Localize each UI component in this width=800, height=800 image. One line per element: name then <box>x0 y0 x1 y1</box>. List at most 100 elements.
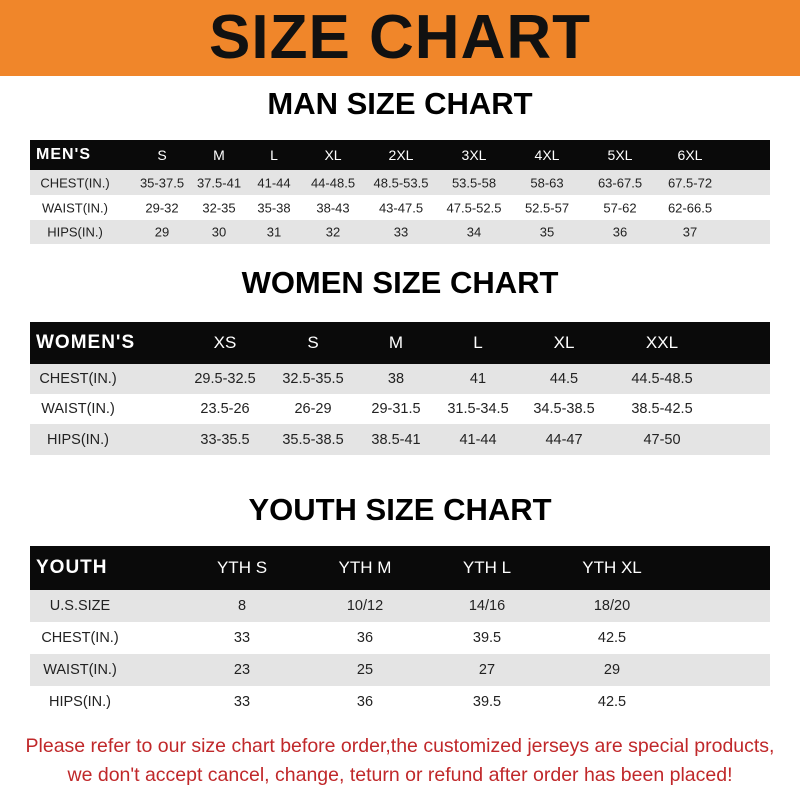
size-header-xs: XS <box>213 333 237 352</box>
table-cell: 44-47 <box>545 431 583 448</box>
size-header-6xl: 6XL <box>677 147 703 163</box>
notice-line-2: we don't accept cancel, change, teturn o… <box>67 764 733 786</box>
table-cell: 36 <box>612 224 628 240</box>
table-row: HIPS(IN.) 33-35.5 35.5-38.5 38.5-41 41-44 44-… <box>30 424 770 455</box>
table-header-label: YOUTH <box>36 557 108 578</box>
row-label: CHEST(IN.) <box>41 630 119 646</box>
table-row: U.S.SIZE 8 10/12 14/16 18/20 <box>30 590 770 622</box>
table-row: WAIST(IN.) 29-32 32-35 35-38 38-43 43-47.5 47.… <box>30 195 770 220</box>
table-row: CHEST(IN.) 35-37.5 37.5-41 41-44 44-48.5 48.5… <box>30 170 770 195</box>
table-cell: 38 <box>387 371 405 387</box>
table-cell: 32 <box>325 224 341 240</box>
table-cell: 32.5-35.5 <box>282 371 344 387</box>
table-cell: 47.5-52.5 <box>446 200 502 215</box>
table-row: HIPS(IN.) 33 36 39.5 42.5 <box>30 686 770 718</box>
table-row: CHEST(IN.) 33 36 39.5 42.5 <box>30 622 770 654</box>
table-cell: 29-32 <box>145 200 179 215</box>
size-header-m: M <box>213 147 225 163</box>
row-label: U.S.SIZE <box>49 598 111 614</box>
table-cell: 38.5-41 <box>371 431 421 448</box>
table-cell: 30 <box>211 224 227 240</box>
table-cell: 29-31.5 <box>371 401 421 417</box>
table-row: CHEST(IN.) 29.5-32.5 32.5-35.5 38 41 44.5 44.5… <box>30 364 770 394</box>
table-cell: 23 <box>233 662 251 678</box>
table-cell: 32-35 <box>202 200 236 215</box>
women-section-title: WOMEN SIZE CHART <box>241 265 559 300</box>
table-cell: 26-29 <box>294 401 332 417</box>
table-cell: 38.5-42.5 <box>631 401 693 417</box>
table-cell: 23.5-26 <box>200 401 250 417</box>
row-label: CHEST(IN.) <box>39 371 117 387</box>
title-banner <box>0 0 800 76</box>
table-header-label: WOMEN'S <box>36 332 136 353</box>
table-cell: 62-66.5 <box>667 200 713 215</box>
page-title: SIZE CHART <box>209 3 591 72</box>
table-cell: 41-44 <box>459 431 497 448</box>
table-cell: 33 <box>233 630 251 646</box>
table-cell: 35 <box>539 224 555 240</box>
row-label: HIPS(IN.) <box>47 224 103 240</box>
table-row: WAIST(IN.) 23.5-26 26-29 29-31.5 31.5-34.5 34… <box>30 394 770 424</box>
table-header-label: MEN'S <box>36 146 92 163</box>
row-label: WAIST(IN.) <box>41 401 115 417</box>
size-header-yth-l: YTH L <box>462 558 512 577</box>
table-cell: 33 <box>393 224 409 240</box>
table-cell: 35.5-38.5 <box>282 431 344 448</box>
table-cell: 37 <box>682 224 698 240</box>
size-header-yth-xl: YTH XL <box>582 558 642 577</box>
table-cell: 35-38 <box>257 200 291 215</box>
size-header-3xl: 3XL <box>461 147 487 163</box>
table-cell: 58-63 <box>530 175 564 190</box>
size-header-s: S <box>307 333 319 352</box>
table-cell: 41 <box>469 371 487 387</box>
size-header-m: M <box>388 333 404 352</box>
table-cell: 33-35.5 <box>200 431 250 448</box>
table-cell: 31.5-34.5 <box>447 401 509 417</box>
table-cell: 33 <box>233 694 251 710</box>
table-cell: 43-47.5 <box>378 200 424 215</box>
table-cell: 29.5-32.5 <box>194 371 256 387</box>
row-label: CHEST(IN.) <box>40 175 110 190</box>
size-header-xl: XL <box>324 147 342 163</box>
size-header-4xl: 4XL <box>534 147 560 163</box>
table-header-row: MEN'S S M L XL 2XL 3XL 4XL 5XL 6XL <box>30 140 770 170</box>
table-header-row: YOUTH YTH S YTH M YTH L YTH XL <box>30 546 770 590</box>
table-cell: 29 <box>603 662 621 678</box>
size-header-5xl: 5XL <box>607 147 633 163</box>
table-row: WAIST(IN.) 23 25 27 29 <box>30 654 770 686</box>
size-header-yth-s: YTH S <box>216 558 268 577</box>
table-cell: 35-37.5 <box>139 175 185 190</box>
row-label: HIPS(IN.) <box>46 431 110 448</box>
table-row: HIPS(IN.) 29 30 31 32 33 34 35 36 37 <box>30 220 770 244</box>
size-header-s: S <box>157 147 167 163</box>
youth-size-table: YOUTH YTH S YTH M YTH L YTH XL U.S.SIZE 8 10/12… <box>30 546 770 718</box>
table-cell: 38-43 <box>316 200 350 215</box>
table-cell: 47-50 <box>643 431 681 448</box>
table-cell: 48.5-53.5 <box>373 175 429 190</box>
men-section-title: MAN SIZE CHART <box>267 86 533 121</box>
size-header-l: L <box>270 147 278 163</box>
table-cell: 36 <box>356 694 374 710</box>
row-label: HIPS(IN.) <box>48 694 112 710</box>
table-cell: 27 <box>478 662 496 678</box>
row-label: WAIST(IN.) <box>42 200 108 215</box>
table-cell: 52.5-57 <box>524 200 570 215</box>
table-cell: 39.5 <box>472 694 502 710</box>
table-cell: 67.5-72 <box>667 175 713 190</box>
table-cell: 18/20 <box>593 598 631 614</box>
table-cell: 29 <box>154 224 170 240</box>
table-cell: 42.5 <box>597 694 627 710</box>
size-header-yth-m: YTH M <box>338 558 392 577</box>
table-cell: 37.5-41 <box>196 175 242 190</box>
table-cell: 34.5-38.5 <box>533 401 595 417</box>
table-cell: 36 <box>356 630 374 646</box>
row-label: WAIST(IN.) <box>43 662 117 678</box>
size-header-xl: XL <box>553 333 575 352</box>
size-header-l: L <box>473 333 483 352</box>
table-cell: 25 <box>356 662 374 678</box>
table-cell: 31 <box>266 224 282 240</box>
table-cell: 8 <box>237 598 247 614</box>
notice-line-1: Please refer to our size chart before or… <box>25 735 775 757</box>
table-cell: 42.5 <box>597 630 627 646</box>
table-cell: 41-44 <box>257 175 291 190</box>
